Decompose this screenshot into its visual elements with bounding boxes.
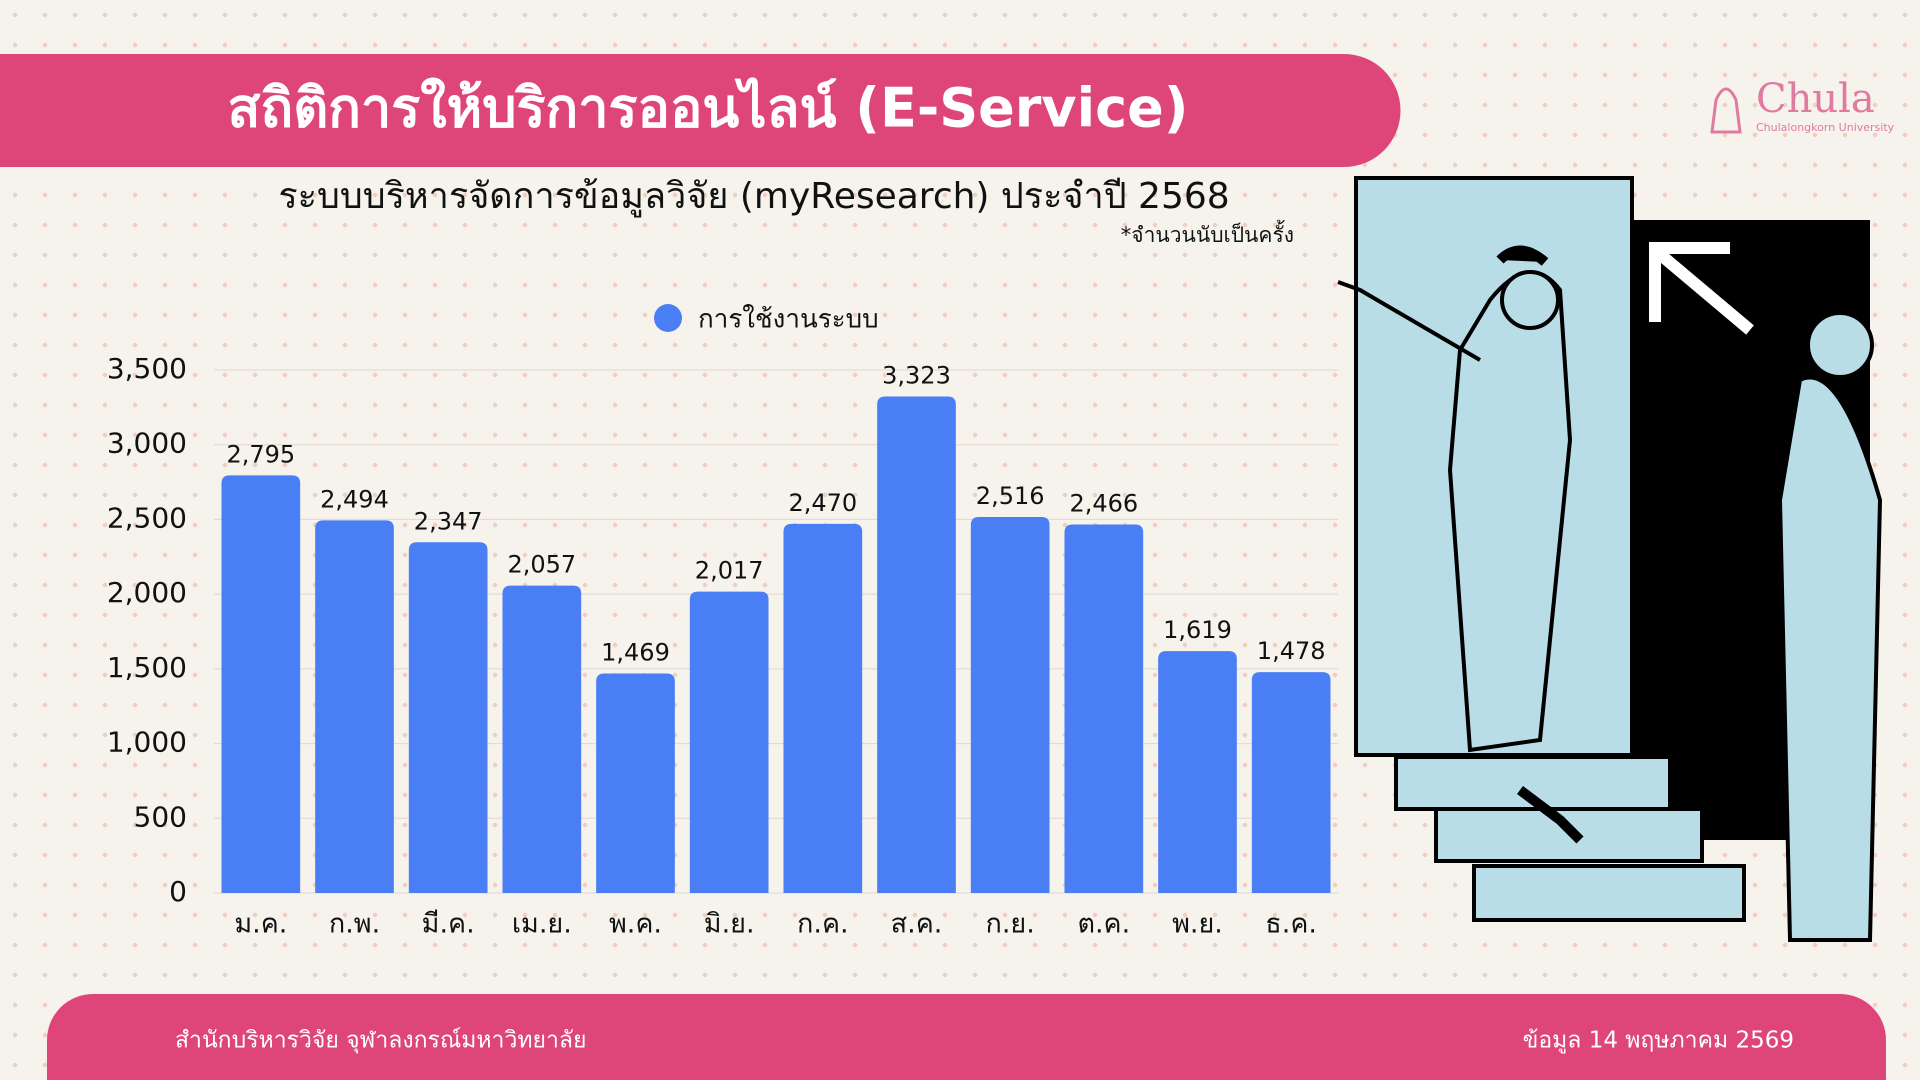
illustration (1337, 176, 1883, 942)
value-label: 1,619 (1163, 616, 1232, 644)
bar (1064, 524, 1144, 893)
logo-subtitle: Chulalongkorn University (1756, 121, 1895, 134)
bar (1251, 672, 1331, 893)
legend-label: การใช้งานระบบ (698, 305, 879, 335)
x-tick-label: ส.ค. (891, 909, 943, 940)
chart-title: ระบบบริหารจัดการข้อมูลวิจัย (myResearch)… (278, 176, 1229, 218)
bar (408, 542, 488, 893)
x-tick-label: ธ.ค. (1265, 909, 1317, 940)
footer-left: สำนักบริหารวิจัย จุฬาลงกรณ์มหาวิทยาลัย (175, 1027, 587, 1054)
header-bar (0, 54, 1401, 167)
bar (315, 520, 394, 893)
x-tick-label: เม.ย. (512, 909, 572, 940)
bar (502, 585, 582, 893)
value-label: 3,323 (882, 361, 951, 389)
x-tick-label: ก.พ. (329, 909, 380, 940)
x-tick-label: ต.ค. (1077, 909, 1130, 940)
y-tick-label: 0 (169, 875, 187, 908)
bar (689, 591, 769, 893)
x-tick-label: พ.ค. (609, 909, 662, 940)
value-label: 2,470 (788, 489, 857, 517)
x-tick-label: พ.ย. (1172, 909, 1223, 940)
x-tick-label: ก.ย. (985, 909, 1034, 940)
value-label: 2,057 (507, 551, 576, 579)
y-tick-label: 3,000 (107, 427, 187, 460)
bar (1158, 651, 1237, 893)
value-label: 2,017 (695, 557, 764, 585)
y-tick-label: 500 (134, 800, 187, 833)
value-label: 2,494 (320, 485, 389, 513)
logo: Chula Chulalongkorn University (1710, 76, 1895, 134)
x-tick-label: มิ.ย. (704, 909, 755, 940)
x-tick-label: มี.ค. (422, 909, 475, 940)
value-label: 2,347 (414, 507, 483, 535)
header-title: สถิติการให้บริการออนไลน์ (E-Service) (228, 77, 1189, 140)
bar (783, 523, 863, 893)
value-label: 2,516 (976, 482, 1045, 510)
plot: 0 500 1,000 1,500 2,000 2,500 3,000 3,500 การใช้… (107, 304, 1338, 940)
y-tick-label: 1,000 (107, 726, 187, 759)
value-label: 1,478 (1257, 637, 1326, 665)
bar (970, 517, 1050, 893)
x-tick-label: ก.ค. (797, 909, 849, 940)
chart-subtitle: *จำนวนนับเป็นครั้ง (1121, 220, 1294, 247)
y-tick-label: 2,500 (107, 501, 187, 534)
bar (221, 475, 301, 893)
y-tick-label: 2,000 (107, 576, 187, 609)
value-label: 2,466 (1069, 490, 1138, 518)
legend-swatch (654, 304, 682, 332)
y-tick-label: 3,500 (107, 352, 187, 385)
y-tick-label: 1,500 (107, 651, 187, 684)
footer-bar (47, 994, 1886, 1080)
bar (596, 673, 675, 893)
value-label: 2,795 (226, 440, 295, 468)
x-tick-label: ม.ค. (234, 909, 287, 940)
bar (877, 396, 956, 893)
footer-right: ข้อมูล 14 พฤษภาคม 2569 (1523, 1028, 1794, 1054)
value-label: 1,469 (601, 638, 670, 666)
logo-name: Chula (1756, 76, 1875, 122)
